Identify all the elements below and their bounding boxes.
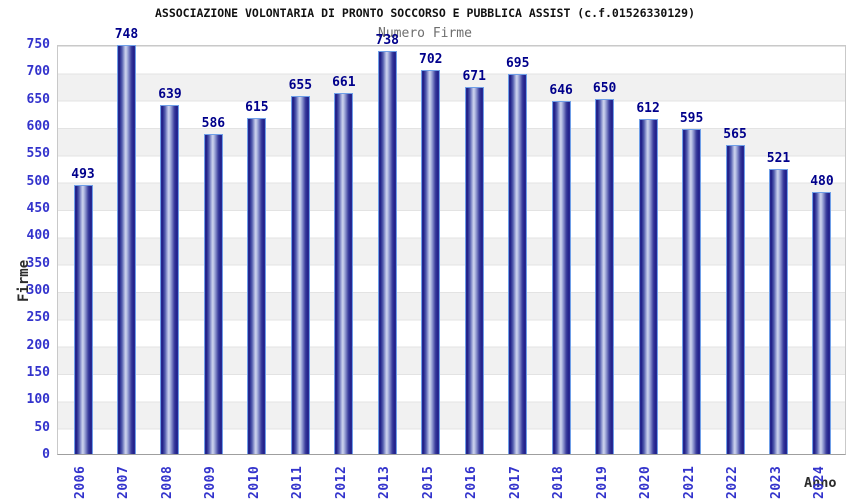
bar (595, 98, 615, 454)
y-tick-label: 650 (26, 91, 50, 107)
x-tick-label: 2013 (377, 465, 393, 499)
x-tick-label: 2024 (811, 465, 827, 499)
bar-value-label: 646 (549, 82, 573, 98)
bar-value-label: 655 (288, 77, 313, 93)
y-tick-label: 150 (26, 365, 50, 380)
x-tick-label: 2017 (507, 465, 523, 499)
x-axis-title: Anno (804, 475, 837, 491)
bar (508, 74, 528, 454)
x-tick-label: 2019 (594, 465, 610, 499)
y-tick-label: 350 (26, 255, 50, 271)
bar-value-label: 639 (158, 86, 182, 102)
x-tick-label: 2022 (725, 465, 741, 499)
bar (638, 119, 658, 454)
y-tick-label: 0 (42, 447, 50, 462)
bar (116, 45, 136, 454)
bar-value-label: 738 (375, 32, 400, 48)
bar (551, 100, 571, 454)
bar-value-label: 480 (810, 173, 834, 189)
y-tick-label: 550 (26, 146, 50, 162)
x-tick-label: 2018 (551, 465, 567, 499)
bar (421, 70, 441, 454)
bar (769, 169, 789, 454)
chart-title: ASSOCIAZIONE VOLONTARIA DI PRONTO SOCCOR… (154, 6, 696, 20)
bar (725, 145, 745, 454)
y-tick-label: 750 (26, 37, 50, 52)
x-tick-label: 2016 (464, 465, 480, 499)
x-tick-label: 2023 (768, 465, 784, 499)
x-tick-label: 2021 (681, 465, 697, 499)
bar (247, 117, 267, 454)
y-tick-label: 700 (26, 64, 50, 80)
bar (203, 133, 223, 454)
x-tick-label: 2007 (116, 465, 132, 499)
bar (160, 104, 180, 454)
bar-value-label: 661 (332, 74, 356, 90)
bar-value-label: 702 (419, 52, 443, 68)
plot-area: 493 748 639 586 615 655 661 738 702 671 695 646 650 6… (57, 27, 846, 455)
x-tick-label: 2015 (420, 465, 436, 499)
bar-value-label: 671 (462, 69, 486, 85)
y-tick-label: 200 (26, 337, 50, 353)
x-tick-label: 2020 (638, 465, 654, 499)
bar (812, 191, 832, 454)
x-tick-label: 2008 (159, 465, 175, 499)
x-tick-label: 2011 (290, 465, 306, 499)
y-tick-label: 600 (26, 119, 50, 134)
bar (334, 92, 354, 454)
bar-value-label: 595 (679, 110, 704, 126)
bar-value-label: 695 (505, 56, 530, 72)
bar (290, 95, 310, 454)
bar-value-label: 565 (723, 127, 747, 143)
bar-value-label: 612 (636, 101, 660, 117)
x-tick-label: 2010 (246, 465, 262, 499)
y-tick-label: 50 (34, 419, 50, 435)
x-tick-label: 2012 (333, 465, 349, 499)
bar (682, 128, 702, 454)
y-tick-label: 450 (26, 201, 50, 216)
bar-value-label: 521 (766, 151, 791, 167)
bar-value-label: 586 (201, 115, 226, 131)
y-tick-label: 100 (26, 392, 50, 408)
x-tick-label: 2006 (73, 465, 88, 499)
y-tick-label: 500 (26, 173, 50, 189)
chart-subtitle: Numero Firme (378, 26, 472, 41)
y-tick-label: 250 (26, 310, 50, 326)
y-tick-label: 300 (26, 283, 50, 298)
bar (464, 87, 484, 454)
bar-value-label: 650 (592, 80, 617, 96)
bar (73, 184, 93, 454)
bar-value-label: 615 (245, 99, 269, 115)
bar-value-label: 748 (114, 27, 139, 43)
bar-value-label: 493 (71, 166, 95, 182)
y-tick-label: 400 (26, 228, 50, 244)
x-tick-label: 2009 (203, 465, 219, 499)
bar (377, 50, 397, 454)
